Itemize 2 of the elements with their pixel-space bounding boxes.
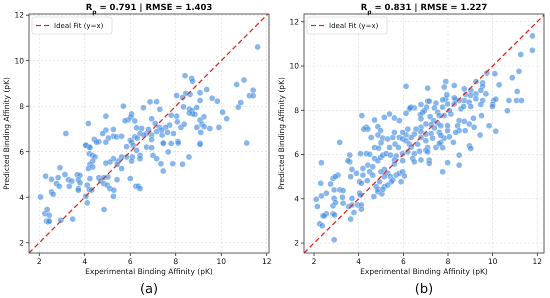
text: (b) bbox=[414, 282, 434, 297]
text: (a) bbox=[140, 282, 158, 297]
